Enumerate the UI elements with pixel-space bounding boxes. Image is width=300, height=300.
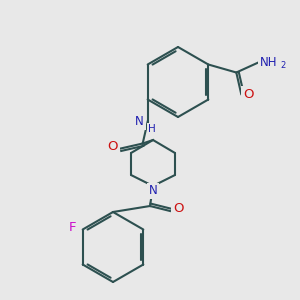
Text: O: O (173, 202, 183, 215)
Text: F: F (69, 221, 76, 234)
Text: O: O (243, 88, 254, 101)
Text: O: O (107, 140, 118, 153)
Text: H: H (148, 124, 156, 134)
Text: NH: NH (260, 56, 277, 69)
Text: 2: 2 (281, 61, 286, 70)
Text: N: N (148, 184, 158, 197)
Text: N: N (135, 115, 144, 128)
